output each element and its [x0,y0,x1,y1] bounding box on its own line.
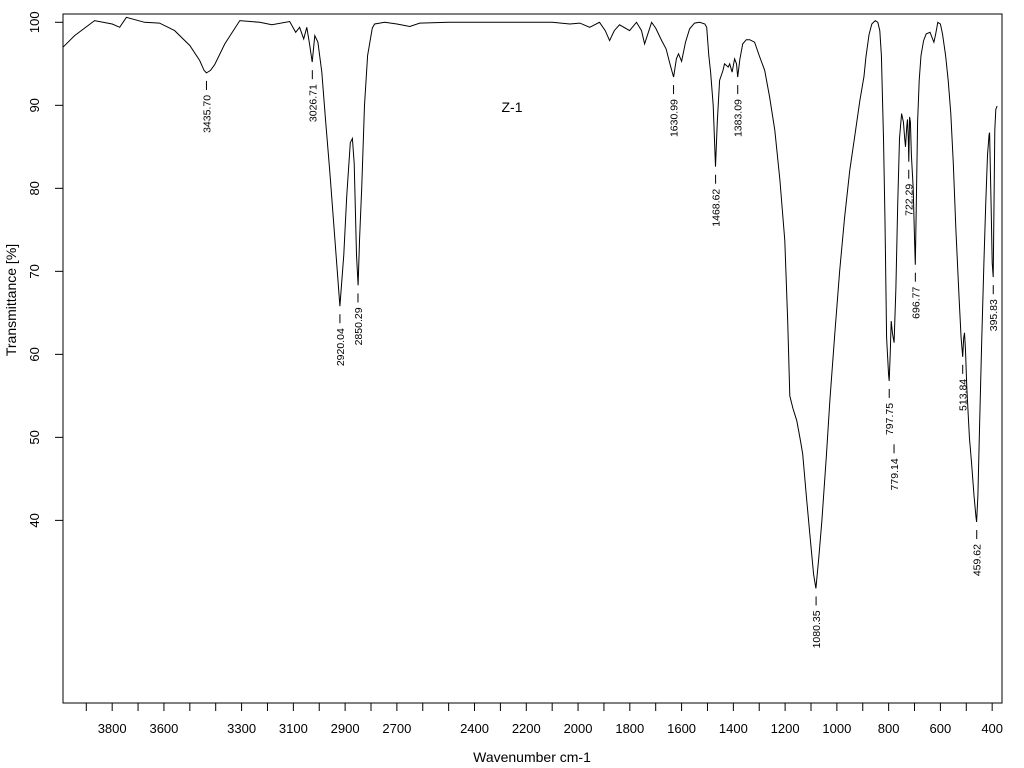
peak-label: 1630.99 [669,99,681,137]
x-tick-label: 800 [878,721,900,736]
y-tick-label: 100 [27,11,42,33]
y-tick-label: 40 [27,513,42,527]
x-tick-label: 2900 [331,721,360,736]
x-axis-title: Wavenumber cm-1 [473,749,591,765]
peak-label: 779.14 [889,458,901,490]
peak-label: 1080.35 [811,610,823,648]
x-tick-label: 3300 [227,721,256,736]
peak-label: 722.29 [904,184,916,216]
y-axis-ticks: 100 90 80 70 60 50 40 [27,11,63,528]
y-tick-label: 70 [27,264,42,278]
spectrum-line [62,16,998,589]
x-tick-label: 3100 [279,721,308,736]
y-tick-label: 90 [27,98,42,112]
x-tick-label: 3800 [98,721,127,736]
x-tick-label: 2700 [382,721,411,736]
peak-label: 1468.62 [711,189,723,227]
peak-label: 2850.29 [353,307,365,345]
peak-label: 2920.04 [335,328,347,366]
peak-label: 459.62 [972,544,984,576]
x-tick-label: 2400 [460,721,489,736]
peak-label: 797.75 [884,403,896,435]
y-tick-label: 50 [27,430,42,444]
peak-label: 696.77 [910,287,922,319]
peak-label: 513.84 [958,379,970,411]
peak-label: 3026.71 [307,84,319,122]
y-axis-title: Transmittance [%] [3,244,19,356]
x-tick-label: 600 [930,721,952,736]
x-tick-label: 3600 [149,721,178,736]
x-tick-label: 1200 [771,721,800,736]
y-tick-label: 60 [27,347,42,361]
x-tick-label: 1800 [615,721,644,736]
x-tick-label: 2200 [512,721,541,736]
peak-label: 3435.70 [201,95,213,133]
peak-label: 395.83 [988,299,1000,331]
x-tick-label: 1000 [822,721,851,736]
x-axis-ticks: 3800 3600 3300 3100 2900 2700 2400 2200 2000 1800… [85,703,1003,736]
x-tick-label: 1400 [719,721,748,736]
x-tick-label: 400 [981,721,1003,736]
x-tick-label: 1600 [667,721,696,736]
sample-annotation: Z-1 [502,99,523,115]
plot-frame [62,13,1003,704]
x-tick-label: 2000 [564,721,593,736]
y-tick-label: 80 [27,181,42,195]
peak-label: 1383.09 [733,99,745,137]
peak-labels: 3435.70 3026.71 2920.04 2850.29 1630.99 1468.… [201,70,1000,648]
